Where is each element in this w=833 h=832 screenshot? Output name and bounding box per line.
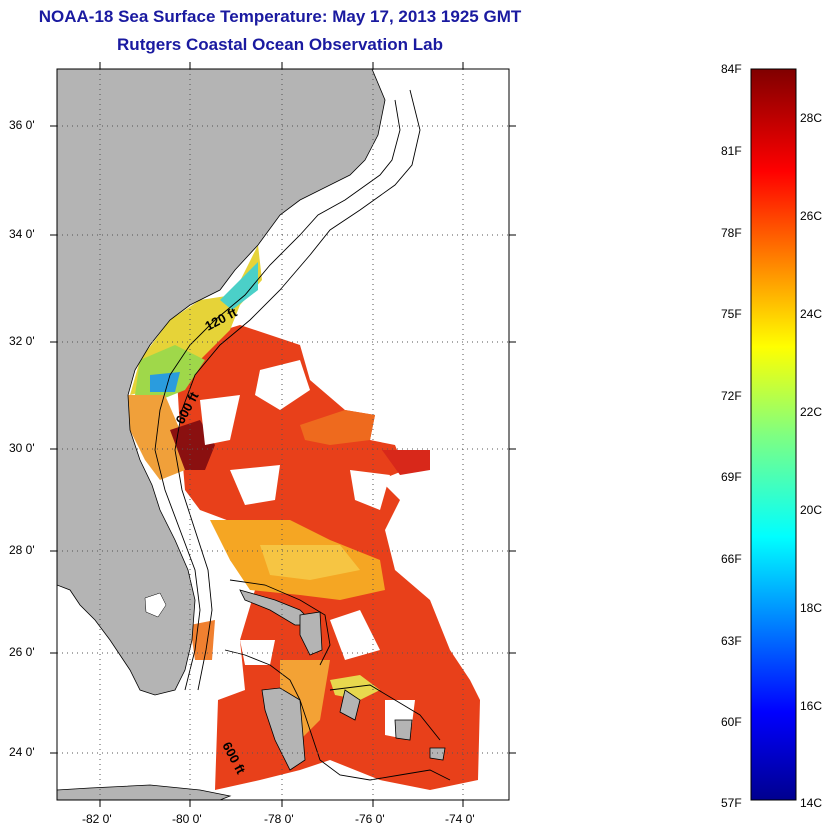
lon-label: -80 0' bbox=[172, 812, 202, 826]
colorbar-label-f: 63F bbox=[721, 634, 742, 648]
lat-label: 32 0' bbox=[9, 334, 35, 348]
colorbar-label-f: 57F bbox=[721, 796, 742, 810]
graticule bbox=[57, 69, 509, 800]
land-bahamas bbox=[57, 589, 446, 800]
axis-ticks bbox=[50, 62, 516, 807]
lon-label: -78 0' bbox=[264, 812, 294, 826]
colorbar-label-f: 66F bbox=[721, 552, 742, 566]
colorbar-label-c: 18C bbox=[800, 601, 823, 615]
lon-label: -74 0' bbox=[445, 812, 475, 826]
colorbar-label-c: 28C bbox=[800, 111, 823, 125]
colorbar-label-f: 72F bbox=[721, 389, 742, 403]
lat-label: 36 0' bbox=[9, 118, 35, 132]
colorbar-label-c: 26C bbox=[800, 209, 823, 223]
lat-label: 28 0' bbox=[9, 543, 35, 557]
colorbar-label-f: 81F bbox=[721, 144, 742, 158]
depth-contours bbox=[154, 89, 451, 781]
lat-label: 24 0' bbox=[9, 745, 35, 759]
lat-label: 30 0' bbox=[9, 441, 35, 455]
sst-data-layer bbox=[128, 245, 480, 790]
colorbar-label-f: 75F bbox=[721, 307, 742, 321]
colorbar-label-f: 84F bbox=[721, 62, 742, 76]
colorbar bbox=[750, 68, 797, 801]
colorbar-label-c: 14C bbox=[800, 796, 823, 810]
lon-label: -76 0' bbox=[355, 812, 385, 826]
map-subtitle: Rutgers Coastal Ocean Observation Lab bbox=[117, 35, 443, 54]
colorbar-label-c: 22C bbox=[800, 405, 823, 419]
colorbar-label-c: 24C bbox=[800, 307, 823, 321]
colorbar-label-f: 69F bbox=[721, 470, 742, 484]
lat-label: 26 0' bbox=[9, 645, 35, 659]
colorbar-label-f: 78F bbox=[721, 226, 742, 240]
colorbar-label-c: 20C bbox=[800, 503, 823, 517]
lat-label: 34 0' bbox=[9, 227, 35, 241]
lon-label: -82 0' bbox=[82, 812, 112, 826]
colorbar-label-c: 16C bbox=[800, 699, 823, 713]
colorbar-label-f: 60F bbox=[721, 715, 742, 729]
land-us-coast bbox=[57, 69, 386, 696]
map-title: NOAA-18 Sea Surface Temperature: May 17,… bbox=[38, 7, 522, 26]
